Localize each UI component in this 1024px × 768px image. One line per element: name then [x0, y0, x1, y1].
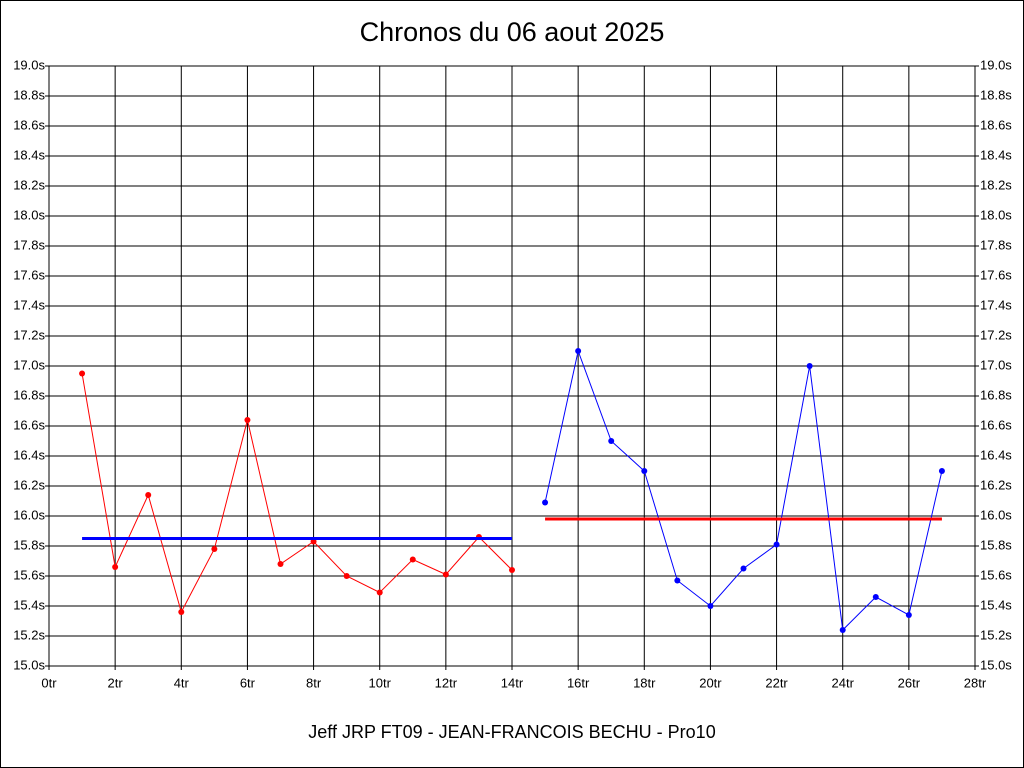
- y-tick-label: 16.8s: [13, 387, 45, 402]
- x-tick-label: 22tr: [765, 675, 788, 690]
- y-tick-label: 15.0s: [13, 657, 45, 672]
- x-tick-label: 26tr: [898, 675, 921, 690]
- point: [79, 370, 86, 377]
- x-tick-label: 4tr: [174, 675, 190, 690]
- y-tick-label: 18.2s: [13, 177, 45, 192]
- y2-tick-label: 16.0s: [980, 507, 1012, 522]
- y2-tick-label: 15.8s: [980, 537, 1012, 552]
- point: [244, 417, 251, 423]
- y2-tick-label: 17.2s: [980, 327, 1012, 342]
- point: [707, 603, 714, 609]
- y2-tick-label: 17.0s: [980, 357, 1012, 372]
- x-tick-label: 16tr: [567, 675, 590, 690]
- y-tick-label: 17.4s: [13, 297, 45, 312]
- y2-tick-label: 15.0s: [980, 657, 1012, 672]
- y-tick-label: 17.0s: [13, 357, 45, 372]
- point: [409, 556, 416, 563]
- y-tick-label: 15.6s: [13, 567, 45, 582]
- y2-tick-label: 18.8s: [980, 87, 1012, 102]
- y2-tick-label: 15.2s: [980, 627, 1012, 642]
- point: [773, 541, 780, 548]
- point: [905, 612, 912, 618]
- point: [872, 594, 879, 600]
- y-tick-label: 17.2s: [13, 327, 45, 342]
- y2-tick-label: 16.8s: [980, 387, 1012, 402]
- point: [575, 348, 582, 354]
- x-tick-label: 8tr: [306, 675, 322, 690]
- point: [938, 468, 945, 474]
- x-tick-label: 18tr: [633, 675, 656, 690]
- y2-tick-label: 19.0s: [980, 57, 1012, 72]
- chart-title: Chronos du 06 aout 2025: [360, 17, 665, 47]
- point: [442, 571, 449, 578]
- y2-tick-label: 16.6s: [980, 417, 1012, 432]
- y2-tick-label: 17.6s: [980, 267, 1012, 282]
- y-tick-label: 18.6s: [13, 117, 45, 132]
- point: [178, 609, 185, 615]
- y-tick-label: 15.4s: [13, 597, 45, 612]
- y2-tick-label: 18.2s: [980, 177, 1012, 192]
- y-tick-label: 19.0s: [13, 57, 45, 72]
- x-tick-label: 14tr: [501, 675, 524, 690]
- y-tick-label: 16.2s: [13, 477, 45, 492]
- y2-tick-label: 17.4s: [980, 297, 1012, 312]
- y-tick-label: 16.0s: [13, 507, 45, 522]
- x-tick-label: 24tr: [832, 675, 855, 690]
- series-line: [81, 373, 513, 614]
- x-tick-label: 20tr: [699, 675, 722, 690]
- point: [112, 564, 119, 570]
- x-tick-label: 0tr: [41, 675, 57, 690]
- y-tick-label: 18.8s: [13, 87, 45, 102]
- x-tick-label: 2tr: [108, 675, 124, 690]
- point: [277, 561, 284, 567]
- y-tick-label: 18.0s: [13, 207, 45, 222]
- y-tick-label: 16.6s: [13, 417, 45, 432]
- y-tick-label: 17.8s: [13, 237, 45, 252]
- y2-tick-label: 18.4s: [980, 147, 1012, 162]
- chart-subtitle: Jeff JRP FT09 - JEAN-FRANCOIS BECHU - Pr…: [308, 722, 715, 742]
- point: [509, 567, 515, 573]
- point: [839, 627, 846, 633]
- point: [740, 565, 747, 572]
- point: [376, 589, 383, 596]
- y-tick-label: 17.6s: [13, 267, 45, 282]
- y2-tick-label: 18.0s: [980, 207, 1012, 222]
- y2-tick-label: 15.6s: [980, 567, 1012, 582]
- y2-tick-label: 16.2s: [980, 477, 1012, 492]
- y-tick-label: 15.8s: [13, 537, 45, 552]
- y-tick-label: 15.2s: [13, 627, 45, 642]
- x-tick-label: 6tr: [240, 675, 256, 690]
- point: [145, 492, 152, 498]
- y2-tick-label: 16.4s: [980, 447, 1012, 462]
- point: [641, 468, 648, 474]
- y2-tick-label: 17.8s: [980, 237, 1012, 252]
- x-tick-label: 28tr: [964, 675, 987, 690]
- y2-tick-label: 18.6s: [980, 117, 1012, 132]
- point: [343, 573, 350, 579]
- x-tick-label: 10tr: [369, 675, 392, 690]
- y-tick-label: 18.4s: [13, 147, 45, 162]
- y2-tick-label: 15.4s: [980, 597, 1012, 612]
- point: [542, 499, 549, 506]
- point: [806, 363, 813, 369]
- y-tick-label: 16.4s: [13, 447, 45, 462]
- point: [608, 438, 615, 444]
- point: [674, 577, 681, 584]
- x-tick-label: 12tr: [435, 675, 458, 690]
- point: [211, 546, 218, 552]
